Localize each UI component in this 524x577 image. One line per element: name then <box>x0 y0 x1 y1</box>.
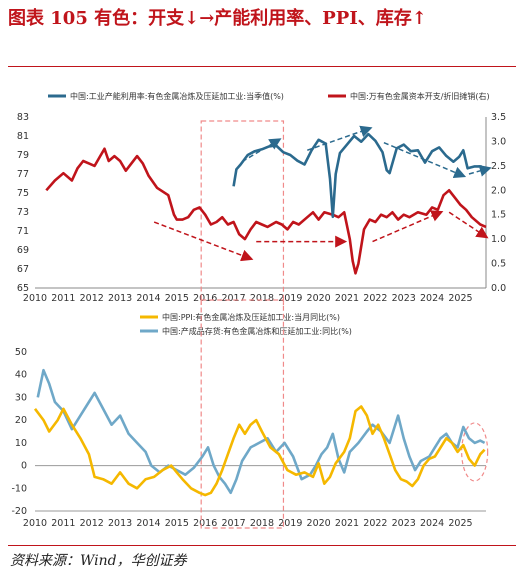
left-tick-label: 65 <box>17 283 29 294</box>
left-tick-label: 71 <box>17 226 29 237</box>
right-tick-label: 1.0 <box>491 234 506 245</box>
x-tick-label: 2018 <box>250 293 274 304</box>
x-tick-label: 2015 <box>165 293 189 304</box>
x-tick-label: 2011 <box>51 518 75 529</box>
x-tick-label: 2024 <box>420 293 444 304</box>
series-capex-line <box>45 147 487 275</box>
x-tick-label: 2012 <box>80 293 104 304</box>
right-tick-label: 1.5 <box>491 210 506 221</box>
legend-label: 中国:PPI:有色金属冶炼及压延加工业:当月同比(%) <box>162 312 340 322</box>
x-tick-label: 2012 <box>80 518 104 529</box>
y-tick-label: 20 <box>15 415 27 426</box>
x-tick-label: 2025 <box>448 518 472 529</box>
y-tick-label: 0 <box>21 461 27 472</box>
x-tick-label: 2023 <box>392 518 416 529</box>
x-tick-label: 2023 <box>392 293 416 304</box>
x-tick-label: 2017 <box>221 293 245 304</box>
legend-label: 中国:产成品存货:有色金属冶炼和压延加工业:同比(%) <box>162 326 352 336</box>
y-tick-label: 40 <box>15 370 27 381</box>
y-tick-label: -10 <box>11 483 27 494</box>
left-tick-label: 67 <box>17 264 29 275</box>
x-tick-label: 2016 <box>193 293 217 304</box>
x-tick-label: 2010 <box>23 293 47 304</box>
x-tick-label: 2022 <box>363 518 387 529</box>
x-tick-label: 2025 <box>448 293 472 304</box>
x-tick-label: 2016 <box>193 518 217 529</box>
x-tick-label: 2020 <box>307 293 331 304</box>
left-tick-label: 77 <box>17 169 29 180</box>
right-tick-label: 3.5 <box>491 112 506 123</box>
x-tick-label: 2021 <box>335 293 359 304</box>
left-tick-label: 83 <box>17 112 29 123</box>
x-tick-label: 2014 <box>136 293 160 304</box>
trend-arrow <box>307 125 373 151</box>
x-tick-label: 2013 <box>108 518 132 529</box>
trend-arrow <box>241 138 282 163</box>
left-tick-label: 79 <box>17 150 29 161</box>
x-tick-label: 2010 <box>23 518 47 529</box>
legend-label: 中国:万有色金属资本开支/折旧摊销(右) <box>350 91 490 101</box>
x-tick-label: 2020 <box>307 518 331 529</box>
trend-arrow <box>153 221 254 262</box>
x-tick-label: 2018 <box>250 518 274 529</box>
left-tick-label: 69 <box>17 245 29 256</box>
legend-label: 中国:工业产能利用率:有色金属冶炼及压延加工业:当季值(%) <box>70 91 284 101</box>
x-tick-label: 2021 <box>335 518 359 529</box>
x-tick-label: 2013 <box>108 293 132 304</box>
right-tick-label: 2.0 <box>491 185 506 196</box>
chart-capacity-capex: 中国:工业产能利用率:有色金属冶炼及压延加工业:当季值(%) 中国:万有色金属资本… <box>17 91 506 305</box>
x-tick-label: 2017 <box>221 518 245 529</box>
chart-title: 图表 105 有色：开支↓→产能利用率、PPI、库存↑ <box>8 8 427 29</box>
x-tick-label: 2015 <box>165 518 189 529</box>
highlight-box <box>200 120 285 305</box>
source-note: 资料来源：Wind，华创证券 <box>10 553 187 569</box>
x-tick-label: 2022 <box>363 293 387 304</box>
trend-arrow <box>468 165 492 177</box>
x-tick-label: 2014 <box>136 518 160 529</box>
y-tick-label: -20 <box>11 506 27 517</box>
x-tick-label: 2019 <box>278 518 302 529</box>
trend-arrow <box>448 211 489 239</box>
left-tick-label: 75 <box>17 188 29 199</box>
left-tick-label: 81 <box>17 131 29 142</box>
right-tick-label: 2.5 <box>491 161 506 172</box>
footer-rule <box>8 545 516 546</box>
trend-arrow <box>372 210 444 243</box>
x-tick-label: 2024 <box>420 518 444 529</box>
y-tick-label: 30 <box>15 392 27 403</box>
left-tick-label: 73 <box>17 207 29 218</box>
x-tick-label: 2019 <box>278 293 302 304</box>
title-rule <box>8 66 516 67</box>
highlight-box <box>200 299 285 529</box>
right-tick-label: 0.0 <box>491 283 506 294</box>
y-tick-label: 50 <box>15 347 27 358</box>
right-tick-label: 3.0 <box>491 136 506 147</box>
trend-arrow <box>383 141 467 178</box>
right-tick-label: 0.5 <box>491 259 506 270</box>
x-tick-label: 2011 <box>51 293 75 304</box>
y-tick-label: 10 <box>15 438 27 449</box>
series-ppi-line <box>33 405 486 497</box>
highlight-ellipse <box>461 422 489 482</box>
